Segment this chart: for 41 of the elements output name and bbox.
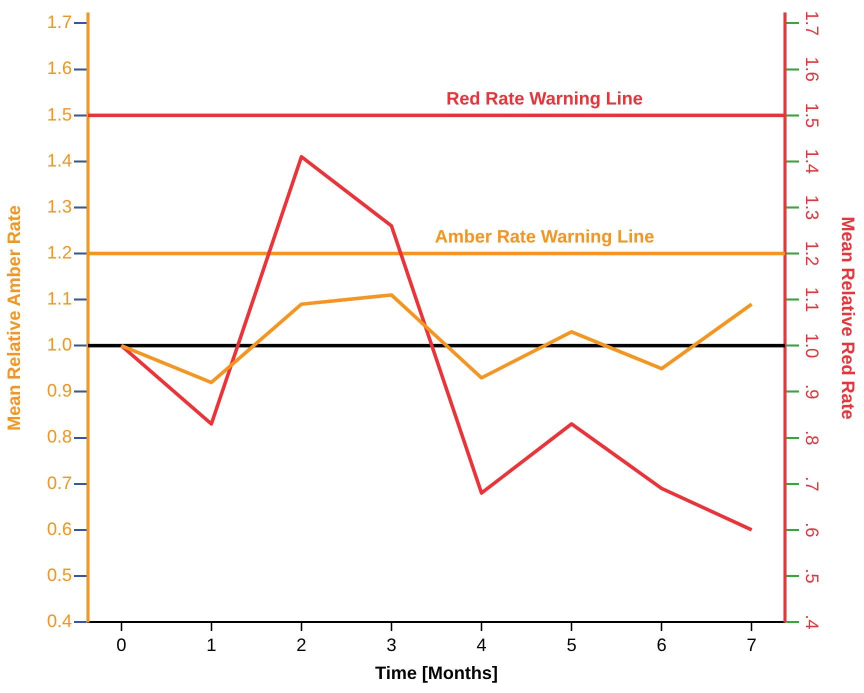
y-tick-label: 1.2 (46, 242, 72, 262)
y-tick-label: 1.3 (46, 196, 72, 216)
y2-tick-label: .5 (802, 568, 822, 584)
y2-tick-label: .9 (802, 384, 822, 400)
y2-tick-label: .7 (802, 476, 822, 492)
y-tick-label: 0.9 (46, 380, 72, 401)
x-tick-label: 1 (206, 634, 216, 655)
y2-tick-label: 1.4 (802, 148, 822, 174)
y2-tick-label: .4 (802, 614, 822, 630)
y-tick-label: 0.7 (46, 472, 72, 493)
y2-tick-label: .8 (802, 430, 822, 446)
y-tick-label: 1.0 (46, 334, 72, 355)
y-tick-label: 1.6 (46, 58, 72, 78)
y2-tick-label: 1.6 (802, 56, 822, 82)
y2-tick-label: 1.2 (802, 241, 822, 266)
y2-tick-label: .6 (802, 522, 822, 538)
x-axis-title: Time [Months] (375, 663, 498, 684)
ref-line-label: Amber Rate Warning Line (434, 226, 654, 246)
y2-tick-label: 1.7 (802, 10, 822, 36)
y2-tick-label: 1.3 (802, 194, 822, 220)
y-tick-label: 1.7 (46, 12, 72, 32)
x-tick-label: 0 (116, 634, 126, 655)
y2-tick-label: 1.0 (802, 333, 822, 358)
y-tick-label: 0.8 (46, 426, 72, 447)
y-tick-label: 1.4 (46, 150, 72, 170)
y-tick-label: 1.1 (46, 288, 72, 309)
y-tick-label: 1.5 (46, 104, 72, 124)
x-tick-label: 7 (746, 634, 757, 655)
y-axis-title: Mean Relative Amber Rate (4, 205, 24, 431)
y-tick-label: 0.4 (46, 610, 72, 631)
x-tick-label: 3 (386, 634, 396, 655)
ref-line-label: Red Rate Warning Line (446, 88, 643, 108)
y2-tick-label: 1.5 (802, 102, 822, 128)
x-tick-label: 6 (656, 634, 667, 655)
x-tick-label: 4 (476, 634, 487, 655)
y-tick-label: 0.5 (46, 564, 72, 585)
x-tick-label: 2 (296, 634, 306, 655)
x-tick-label: 5 (566, 634, 577, 655)
y2-axis-title: Mean Relative Red Rate (838, 216, 858, 420)
y2-tick-label: 1.1 (802, 287, 822, 312)
y-tick-label: 0.6 (46, 518, 72, 539)
